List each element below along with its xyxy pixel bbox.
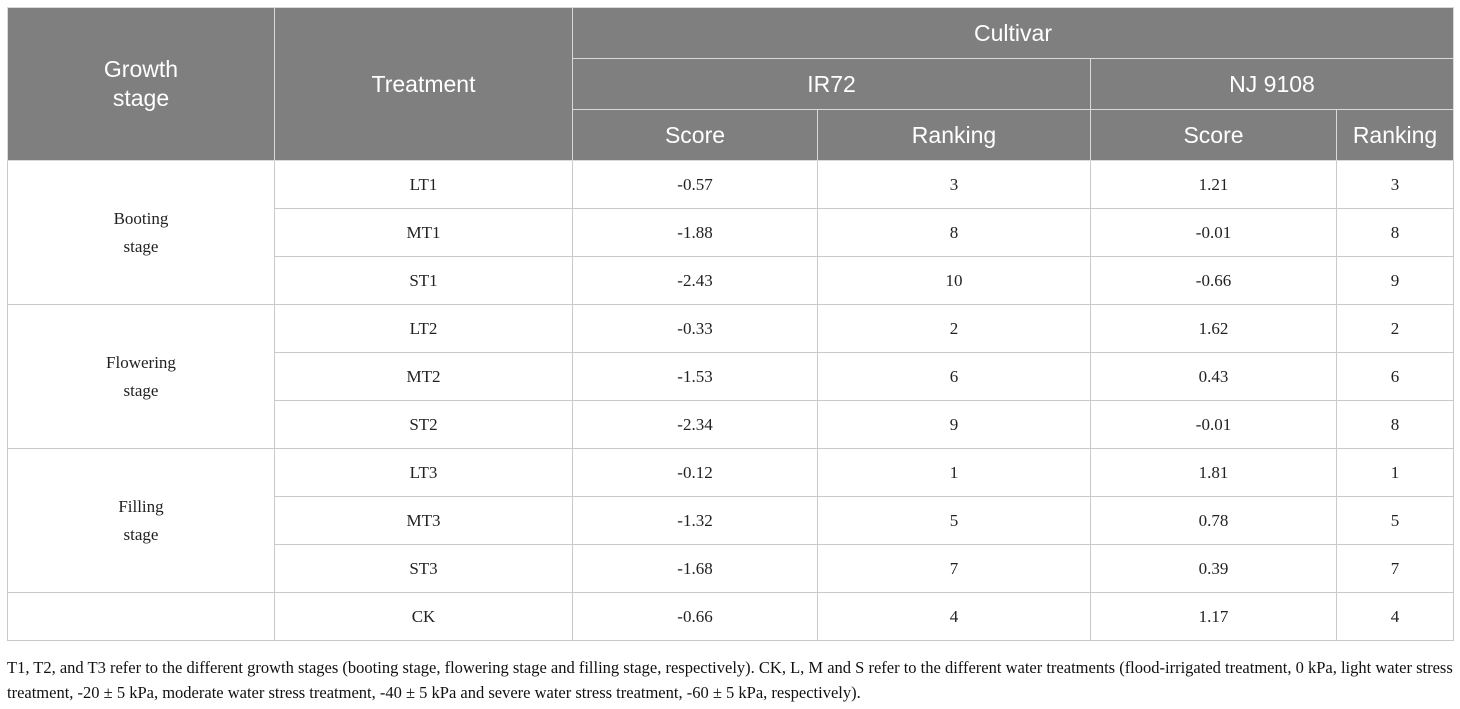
table-row-ck: CK -0.66 4 1.17 4 (7, 592, 1455, 641)
nj9108-ranking-cell: 4 (1335, 592, 1455, 641)
table-body: Booting stage LT1 -0.57 3 1.21 3 MT1 -1.… (7, 160, 1455, 641)
ir72-score-cell: -0.33 (572, 304, 818, 353)
nj9108-score-cell: -0.01 (1090, 400, 1337, 449)
ir72-ranking-cell: 6 (817, 352, 1091, 401)
ir72-ranking-cell: 7 (817, 544, 1091, 593)
header-row-1: Growth stage Treatment Cultivar (7, 7, 1455, 161)
nj9108-score-cell: 0.78 (1090, 496, 1337, 545)
treatment-cell: MT3 (274, 496, 573, 545)
ir72-score-cell: -0.66 (572, 592, 818, 641)
ir72-ranking-cell: 8 (817, 208, 1091, 257)
treatment-cell: MT2 (274, 352, 573, 401)
treatment-cell: LT3 (274, 448, 573, 497)
header-growth-stage-line1: Growth (103, 56, 179, 82)
header-cultivar: Cultivar (571, 7, 1455, 59)
table-header: Growth stage Treatment Cultivar IR72 NJ … (7, 7, 1455, 161)
nj9108-ranking-cell: 6 (1335, 352, 1455, 401)
header-nj9108-ranking: Ranking (1335, 109, 1455, 161)
nj9108-ranking-cell: 2 (1335, 304, 1455, 353)
table-row: MT3 -1.32 5 0.78 5 (8, 496, 1455, 545)
header-ir72-score: Score (572, 109, 818, 161)
nj9108-ranking-cell: 7 (1335, 544, 1455, 593)
treatment-cell: MT1 (274, 208, 573, 257)
ir72-ranking-cell: 3 (817, 160, 1091, 209)
treatment-cell: LT2 (274, 304, 573, 353)
nj9108-score-cell: 1.21 (1090, 160, 1337, 209)
ir72-ranking-cell: 2 (817, 304, 1091, 353)
stage-label-line2: stage (123, 524, 159, 544)
stage-cell-filling: Filling stage (7, 448, 275, 593)
table-row: Filling stage LT3 -0.12 1 1.81 1 (7, 448, 1455, 593)
treatment-cell: ST1 (274, 256, 573, 305)
stage-label-line2: stage (123, 236, 159, 256)
table-row: Booting stage LT1 -0.57 3 1.21 3 (7, 160, 1455, 305)
table-container: Growth stage Treatment Cultivar IR72 NJ … (7, 7, 1455, 641)
cultivar-score-table: Growth stage Treatment Cultivar IR72 NJ … (7, 7, 1455, 641)
header-row-2: IR72 NJ 9108 (8, 58, 1455, 110)
ir72-score-cell: -0.57 (572, 160, 818, 209)
ir72-ranking-cell: 1 (817, 448, 1091, 497)
ir72-score-cell: -2.43 (572, 256, 818, 305)
table-row: MT1 -1.88 8 -0.01 8 (8, 208, 1455, 257)
header-nj9108: NJ 9108 (1089, 58, 1455, 110)
ir72-score-cell: -2.34 (572, 400, 818, 449)
header-growth-stage-line2: stage (112, 85, 170, 111)
stage-label-line2: stage (123, 380, 159, 400)
nj9108-score-cell: 0.43 (1090, 352, 1337, 401)
ir72-score-cell: -1.32 (572, 496, 818, 545)
ir72-ranking-cell: 10 (817, 256, 1091, 305)
header-ir72: IR72 (572, 58, 1091, 110)
nj9108-score-cell: 1.17 (1090, 592, 1337, 641)
stage-cell-booting: Booting stage (7, 160, 275, 305)
nj9108-ranking-cell: 9 (1335, 256, 1455, 305)
table-row: ST2 -2.34 9 -0.01 8 (8, 400, 1455, 449)
ir72-score-cell: -1.53 (572, 352, 818, 401)
treatment-cell: CK (274, 592, 573, 641)
ir72-score-cell: -0.12 (572, 448, 818, 497)
nj9108-ranking-cell: 5 (1335, 496, 1455, 545)
nj9108-score-cell: 1.62 (1090, 304, 1337, 353)
ir72-score-cell: -1.68 (572, 544, 818, 593)
table-row: MT2 -1.53 6 0.43 6 (8, 352, 1455, 401)
stage-cell-flowering: Flowering stage (7, 304, 275, 449)
nj9108-ranking-cell: 1 (1335, 448, 1455, 497)
table-row: Flowering stage LT2 -0.33 2 1.62 2 (7, 304, 1455, 449)
stage-label-line1: Filling (118, 496, 164, 516)
nj9108-score-cell: -0.66 (1090, 256, 1337, 305)
nj9108-ranking-cell: 3 (1335, 160, 1455, 209)
treatment-cell: ST3 (274, 544, 573, 593)
nj9108-ranking-cell: 8 (1335, 208, 1455, 257)
ir72-ranking-cell: 4 (817, 592, 1091, 641)
ir72-ranking-cell: 5 (817, 496, 1091, 545)
table-row: ST1 -2.43 10 -0.66 9 (8, 256, 1455, 305)
table-footnote: T1, T2, and T3 refer to the different gr… (7, 658, 1453, 702)
nj9108-score-cell: -0.01 (1090, 208, 1337, 257)
nj9108-score-cell: 1.81 (1090, 448, 1337, 497)
header-nj9108-score: Score (1090, 109, 1337, 161)
nj9108-ranking-cell: 8 (1335, 400, 1455, 449)
treatment-cell: ST2 (274, 400, 573, 449)
table-row: ST3 -1.68 7 0.39 7 (8, 544, 1455, 593)
stage-label-line1: Booting (113, 208, 169, 228)
stage-label-line1: Flowering (106, 352, 176, 372)
header-ir72-ranking: Ranking (817, 109, 1091, 161)
ir72-score-cell: -1.88 (572, 208, 818, 257)
treatment-cell: LT1 (274, 160, 573, 209)
ir72-ranking-cell: 9 (817, 400, 1091, 449)
stage-cell-empty (7, 592, 275, 641)
nj9108-score-cell: 0.39 (1090, 544, 1337, 593)
header-growth-stage: Growth stage (7, 7, 275, 161)
header-treatment: Treatment (274, 7, 573, 161)
